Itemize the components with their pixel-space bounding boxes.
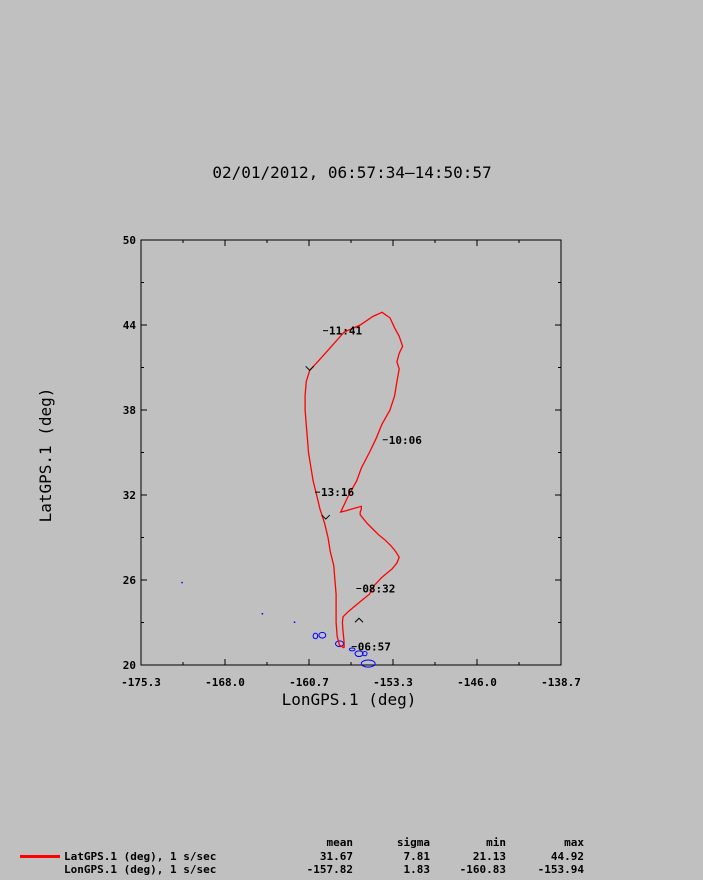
coastline-island bbox=[318, 631, 327, 639]
stats-header-sigma: sigma bbox=[396, 836, 430, 849]
x-tick-label: -138.7 bbox=[541, 676, 581, 689]
x-axis-label: LonGPS.1 (deg) bbox=[282, 690, 417, 709]
y-tick-label: 32 bbox=[123, 489, 136, 502]
coastline-point bbox=[261, 613, 264, 615]
chart-title: 02/01/2012, 06:57:34–14:50:57 bbox=[212, 163, 491, 182]
time-annotation-label: 08:32 bbox=[362, 583, 395, 596]
coastline-point bbox=[181, 581, 183, 584]
time-annotation-label: 11:41 bbox=[329, 325, 362, 338]
x-tick-label: -160.7 bbox=[289, 676, 329, 689]
y-axis-label: LatGPS.1 (deg) bbox=[36, 388, 55, 523]
coastline bbox=[181, 581, 376, 668]
x-tick-label: -175.3 bbox=[121, 676, 161, 689]
legend-line-lat bbox=[20, 855, 60, 858]
coastline-point bbox=[293, 621, 296, 623]
time-annotations: 11:41 10:06 13:16 08:32 06:57 bbox=[315, 325, 422, 654]
x-tick-labels: -175.3 -168.0 -160.7 -153.3 -146.0 -138.7 bbox=[121, 676, 581, 689]
stats-header-min: min bbox=[486, 836, 506, 849]
direction-arrow bbox=[354, 617, 364, 623]
statistics-table: mean sigma min max LatGPS.1 (deg), 1 s/s… bbox=[0, 836, 703, 880]
time-annotation-label: 06:57 bbox=[358, 641, 391, 654]
y-tick-label: 50 bbox=[123, 234, 136, 247]
stats-lon-max: -153.94 bbox=[537, 863, 584, 876]
stats-lat-sigma: 7.81 bbox=[403, 850, 431, 863]
coastline-island bbox=[360, 659, 376, 668]
stats-lon-min: -160.83 bbox=[459, 863, 506, 876]
stats-lat-max: 44.92 bbox=[550, 850, 584, 863]
direction-arrows bbox=[305, 365, 364, 623]
legend-label-lat: LatGPS.1 (deg), 1 s/sec bbox=[64, 850, 217, 863]
plot-frame bbox=[140, 239, 562, 666]
y-tick-label: 20 bbox=[123, 659, 136, 672]
direction-arrow bbox=[321, 514, 331, 520]
coastline-island bbox=[361, 651, 368, 657]
axis-ticks bbox=[140, 239, 562, 666]
stats-lat-min: 21.13 bbox=[472, 850, 506, 863]
direction-arrow bbox=[305, 365, 315, 372]
chart: 02/01/2012, 06:57:34–14:50:57 -175.3 -168… bbox=[36, 163, 581, 709]
x-tick-label: -146.0 bbox=[457, 676, 497, 689]
x-tick-label: -153.3 bbox=[373, 676, 413, 689]
time-annotation-label: 10:06 bbox=[389, 434, 422, 447]
y-tick-labels: 20 26 32 38 44 50 bbox=[123, 234, 137, 672]
flight-track-line bbox=[304, 311, 404, 649]
stats-lon-sigma: 1.83 bbox=[403, 863, 431, 876]
time-annotation-label: 13:16 bbox=[321, 486, 354, 499]
x-tick-label: -168.0 bbox=[205, 676, 245, 689]
coastline-island bbox=[354, 650, 364, 658]
stats-header-max: max bbox=[564, 836, 584, 849]
stats-lat-mean: 31.67 bbox=[319, 850, 353, 863]
legend-label-lon: LonGPS.1 (deg), 1 s/sec bbox=[64, 863, 217, 876]
coastline-island bbox=[312, 632, 319, 640]
coastline-island bbox=[348, 647, 356, 652]
stats-header-mean: mean bbox=[326, 836, 354, 849]
y-tick-label: 44 bbox=[123, 319, 137, 332]
y-tick-label: 26 bbox=[123, 574, 137, 587]
stats-lon-mean: -157.82 bbox=[306, 863, 353, 876]
y-tick-label: 38 bbox=[123, 404, 136, 417]
